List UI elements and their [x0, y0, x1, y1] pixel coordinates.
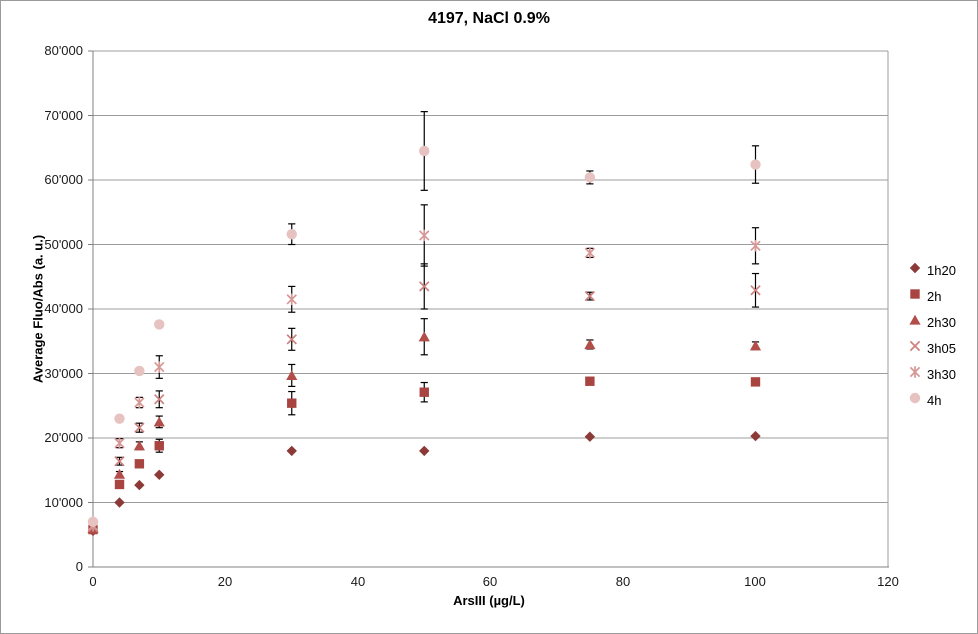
x-tick-label: 80	[615, 574, 631, 589]
y-tick-label: 0	[75, 559, 83, 574]
legend-item: 3h30	[907, 361, 956, 387]
square-marker-icon	[907, 287, 923, 306]
legend-label: 3h30	[927, 366, 956, 382]
error-bars-3h05	[115, 263, 760, 466]
error-bars-2h	[115, 377, 760, 488]
y-tick-label: 20'000	[44, 430, 83, 445]
series-3h30	[87, 229, 761, 532]
gridlines	[88, 50, 888, 568]
y-tick-label: 60'000	[44, 172, 83, 187]
y-tick-label: 70'000	[44, 108, 83, 123]
chart-legend: 1h20 2h 2h30 3h05 3h30 4h	[907, 257, 956, 413]
y-tick-label: 80'000	[44, 43, 83, 58]
legend-label: 2h	[927, 288, 942, 304]
chart-title: 4197, NaCl 0.9%	[428, 10, 550, 27]
legend-label: 1h20	[927, 262, 956, 278]
series-1h20	[87, 430, 761, 537]
triangle-marker-icon	[907, 313, 923, 332]
x-marker-icon	[907, 339, 923, 358]
asterisk-marker-icon	[907, 365, 923, 384]
legend-item: 4h	[907, 387, 956, 413]
y-tick-label: 50'000	[44, 237, 83, 252]
legend-item: 1h20	[907, 257, 956, 283]
error-bars-2h30	[115, 318, 760, 478]
error-bars-3h30	[115, 204, 760, 449]
legend-label: 4h	[927, 392, 942, 408]
x-tick-label: 100	[744, 574, 766, 589]
series-2h30	[87, 331, 762, 533]
series-4h	[87, 145, 761, 528]
legend-item: 2h30	[907, 309, 956, 335]
diamond-marker-icon	[907, 261, 923, 280]
x-tick-label: 0	[89, 574, 97, 589]
legend-label: 3h05	[927, 340, 956, 356]
x-axis-title: ArsIII (µg/L)	[453, 593, 525, 608]
error-bars-4h	[288, 111, 760, 246]
x-tick-label: 120	[877, 574, 899, 589]
legend-label: 2h30	[927, 314, 956, 330]
y-tick-label: 30'000	[44, 366, 83, 381]
x-tick-label: 20	[217, 574, 233, 589]
legend-item: 3h05	[907, 335, 956, 361]
circle-marker-icon	[907, 391, 923, 410]
x-tick-label: 40	[350, 574, 366, 589]
y-tick-label: 40'000	[44, 301, 83, 316]
legend-item: 2h	[907, 283, 956, 309]
y-tick-label: 10'000	[44, 495, 83, 510]
x-tick-label: 60	[482, 574, 498, 589]
